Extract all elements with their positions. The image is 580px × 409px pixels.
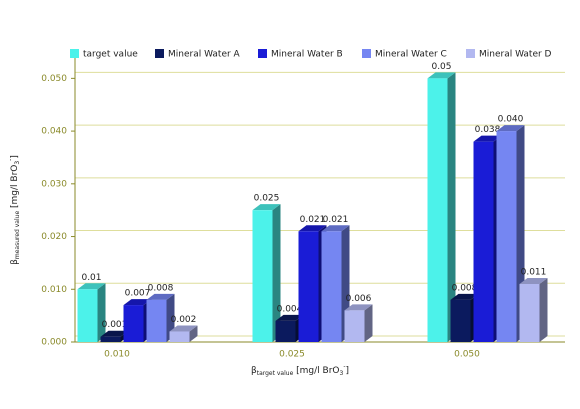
y-tick-label: 0.000 [41, 338, 67, 348]
legend-label: target value [83, 50, 138, 60]
bar [146, 299, 167, 342]
bar [77, 289, 98, 342]
value-label: 0.01 [81, 273, 101, 283]
x-label-unit-sub: 3 [340, 370, 344, 377]
bar-top [275, 314, 304, 321]
bar [252, 210, 273, 342]
y-label-unit-sub: 3 [14, 161, 21, 165]
y-tick-label: 0.050 [41, 74, 67, 84]
bar [169, 331, 190, 342]
legend-label: Mineral Water D [479, 50, 552, 60]
value-label: 0.007 [125, 289, 151, 299]
y-tick-label: 0.020 [41, 232, 67, 242]
legend-swatch [258, 49, 267, 58]
y-tick-label: 0.010 [41, 285, 67, 295]
bar-top [450, 293, 479, 300]
value-label: 0.05 [431, 62, 451, 72]
value-label: 0.006 [346, 294, 372, 304]
value-label: 0.008 [452, 283, 478, 293]
legend-swatch [362, 49, 371, 58]
x-label-sub: target value [257, 370, 294, 377]
bar [321, 231, 342, 342]
bar-top [344, 304, 373, 311]
y-label-close: ] [10, 155, 20, 159]
value-label: 0.008 [148, 283, 174, 293]
y-tick-label: 0.040 [41, 127, 67, 137]
y-tick-label: 0.030 [41, 179, 67, 189]
bar-top [427, 72, 456, 79]
bar-top [146, 293, 175, 300]
y-label-sub: measured value [14, 211, 21, 260]
x-label-close: ] [346, 366, 350, 376]
bar-side [189, 325, 198, 342]
legend-label: Mineral Water B [271, 50, 343, 60]
value-label: 0.021 [300, 215, 326, 225]
legend-swatch [466, 49, 475, 58]
bar [519, 284, 540, 342]
bar [100, 336, 121, 342]
x-label-unit-sup: - [343, 363, 345, 370]
value-label: 0.001 [102, 320, 128, 330]
bar-side [364, 304, 373, 342]
bar [298, 231, 319, 342]
bar-top [298, 225, 327, 232]
y-axis-label: βmeasured value [mg/l BrO3-] [7, 155, 21, 265]
legend-label: Mineral Water A [168, 50, 241, 60]
bar [496, 131, 517, 342]
x-tick-label: 0.050 [454, 350, 480, 360]
value-label: 0.002 [171, 315, 197, 325]
value-label: 0.025 [254, 194, 280, 204]
x-label-unit: [mg/l BrO [293, 366, 339, 376]
bar-top [123, 299, 152, 306]
bar [123, 305, 144, 342]
x-tick-label: 0.010 [104, 350, 130, 360]
bar [427, 78, 448, 342]
y-label-unit-sup: - [7, 159, 14, 161]
x-tick-label: 0.025 [279, 350, 305, 360]
bar [473, 141, 494, 342]
bar-side [447, 72, 456, 342]
x-label-symbol: β [251, 366, 257, 376]
y-label-symbol: β [10, 259, 20, 265]
bar-top [252, 204, 281, 211]
x-axis-label: βtarget value [mg/l BrO3-] [251, 363, 349, 377]
bar-side [272, 204, 281, 342]
bar [275, 320, 296, 342]
value-label: 0.038 [475, 125, 501, 135]
value-label: 0.004 [277, 304, 303, 314]
bar [450, 299, 471, 342]
bar-top [473, 135, 502, 142]
bar-top [321, 225, 350, 232]
legend-swatch [155, 49, 164, 58]
value-label: 0.040 [498, 115, 524, 125]
bar-top [169, 325, 198, 332]
y-label-unit: [mg/l BrO [10, 165, 20, 211]
bar [344, 310, 365, 342]
legend-label: Mineral Water C [375, 50, 447, 60]
value-label: 0.011 [521, 268, 547, 278]
legend-swatch [70, 49, 79, 58]
bar-top [519, 278, 548, 284]
bar-top [77, 283, 106, 290]
bar-side [97, 283, 106, 342]
value-label: 0.021 [323, 215, 349, 225]
bar-side [539, 278, 548, 342]
bar-top [100, 330, 129, 337]
bar-top [496, 125, 525, 132]
